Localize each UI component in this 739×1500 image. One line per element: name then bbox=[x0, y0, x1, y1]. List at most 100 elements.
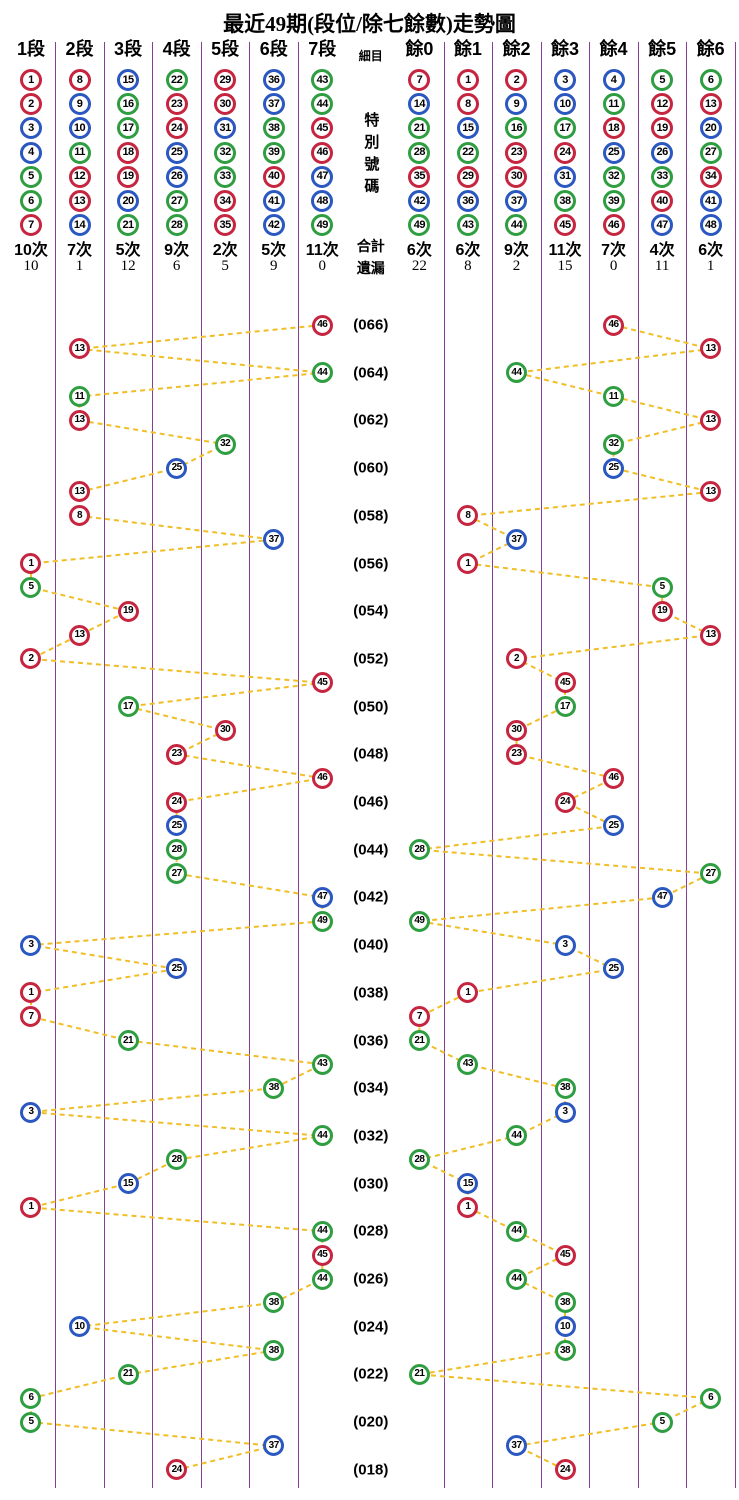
legend-ball-41: 41 bbox=[262, 190, 285, 212]
column-separator-line bbox=[443, 42, 445, 1488]
ball-number: 1 bbox=[465, 73, 471, 86]
ball-number: 13 bbox=[705, 485, 717, 497]
ball-number: 46 bbox=[608, 772, 620, 784]
legend-ball-25: 25 bbox=[602, 141, 625, 164]
ball-number: 17 bbox=[559, 700, 571, 712]
ball-number: 28 bbox=[413, 146, 426, 159]
column-count: 5次 bbox=[261, 242, 287, 259]
ball-number: 25 bbox=[608, 819, 620, 831]
period-label: (050) bbox=[353, 698, 389, 716]
legend-ball-29: 29 bbox=[214, 69, 237, 91]
period-label: (062) bbox=[353, 411, 389, 429]
ball-number: 39 bbox=[607, 194, 620, 207]
draw-ball-section-44: 44 bbox=[311, 1268, 333, 1290]
legend-ball-30: 30 bbox=[214, 93, 237, 116]
legend-ball-23: 23 bbox=[165, 93, 188, 116]
ball-number: 28 bbox=[414, 1153, 425, 1165]
draw-ball-section-1: 1 bbox=[20, 1196, 42, 1218]
draw-ball-remainder-5: 5 bbox=[651, 1411, 673, 1433]
draw-ball-remainder-25: 25 bbox=[603, 815, 625, 837]
draw-ball-remainder-44: 44 bbox=[505, 1268, 527, 1290]
column-separator-line bbox=[152, 42, 154, 1488]
column-header: 7段 bbox=[308, 39, 337, 59]
draw-ball-section-13: 13 bbox=[69, 481, 91, 503]
column-miss-value: 10 bbox=[23, 258, 39, 274]
legend-ball-48: 48 bbox=[699, 214, 722, 237]
draw-ball-section-8: 8 bbox=[69, 505, 91, 527]
legend-ball-46: 46 bbox=[602, 214, 625, 237]
legend-ball-32: 32 bbox=[602, 165, 625, 188]
ball-number: 27 bbox=[171, 194, 183, 207]
draw-ball-remainder-1: 1 bbox=[457, 553, 479, 574]
ball-number: 4 bbox=[28, 146, 34, 159]
ball-number: 24 bbox=[559, 1463, 571, 1475]
ball-number: 36 bbox=[462, 194, 474, 207]
ball-number: 37 bbox=[268, 97, 280, 110]
draw-ball-remainder-1: 1 bbox=[457, 1196, 479, 1218]
period-label: (036) bbox=[353, 1032, 389, 1049]
legend-ball-40: 40 bbox=[262, 165, 285, 188]
ball-number: 13 bbox=[74, 629, 85, 641]
legend-ball-9: 9 bbox=[68, 93, 91, 116]
ball-number: 19 bbox=[123, 605, 134, 617]
ball-number: 1 bbox=[28, 557, 34, 569]
ball-number: 44 bbox=[317, 366, 328, 378]
column-separator-line bbox=[637, 42, 639, 1488]
legend-ball-16: 16 bbox=[505, 117, 528, 140]
draw-ball-remainder-11: 11 bbox=[603, 386, 625, 408]
draw-ball-section-49: 49 bbox=[311, 910, 333, 932]
ball-number: 47 bbox=[656, 218, 669, 231]
ball-number: 15 bbox=[462, 121, 474, 134]
draw-ball-section-17: 17 bbox=[117, 696, 139, 718]
ball-number: 23 bbox=[171, 97, 183, 110]
ball-number: 7 bbox=[28, 1010, 34, 1022]
draw-ball-section-28: 28 bbox=[166, 1149, 188, 1171]
ball-number: 6 bbox=[28, 1392, 34, 1404]
column-miss-value: 11 bbox=[654, 258, 670, 274]
legend-ball-3: 3 bbox=[19, 117, 42, 140]
legend-ball-42: 42 bbox=[262, 214, 285, 237]
draw-ball-section-38: 38 bbox=[263, 1077, 285, 1099]
ball-number: 29 bbox=[219, 73, 232, 86]
draw-ball-remainder-45: 45 bbox=[554, 672, 576, 694]
legend-ball-17: 17 bbox=[117, 117, 140, 140]
period-label: (060) bbox=[353, 459, 389, 477]
draw-ball-section-44: 44 bbox=[311, 1125, 333, 1147]
legend-ball-14: 14 bbox=[408, 93, 431, 116]
draw-ball-section-13: 13 bbox=[69, 338, 91, 360]
legend-ball-26: 26 bbox=[165, 165, 188, 188]
ball-number: 39 bbox=[268, 146, 280, 159]
ball-number: 25 bbox=[608, 462, 620, 474]
ball-number: 17 bbox=[123, 700, 134, 712]
draw-ball-remainder-30: 30 bbox=[505, 719, 527, 741]
column-count: 7次 bbox=[601, 242, 627, 259]
column-miss-value: 0 bbox=[318, 258, 327, 274]
legend-ball-5: 5 bbox=[19, 165, 42, 188]
draw-ball-section-25: 25 bbox=[166, 457, 188, 479]
column-miss-value: 8 bbox=[464, 258, 472, 274]
draw-ball-section-21: 21 bbox=[117, 1030, 139, 1051]
period-label: (046) bbox=[353, 793, 389, 811]
ball-number: 44 bbox=[510, 218, 523, 231]
ball-number: 49 bbox=[414, 915, 425, 927]
ball-number: 3 bbox=[28, 121, 34, 134]
ball-number: 7 bbox=[416, 73, 423, 86]
draw-ball-remainder-8: 8 bbox=[457, 505, 479, 527]
column-count: 10次 bbox=[14, 242, 48, 259]
draw-ball-section-43: 43 bbox=[311, 1053, 333, 1075]
ball-number: 43 bbox=[316, 73, 329, 86]
ball-number: 30 bbox=[219, 97, 232, 110]
legend-ball-49: 49 bbox=[408, 214, 431, 237]
legend-ball-37: 37 bbox=[505, 190, 528, 212]
legend-ball-20: 20 bbox=[117, 190, 140, 212]
draw-ball-remainder-13: 13 bbox=[700, 624, 722, 646]
ball-number: 7 bbox=[28, 218, 34, 231]
ball-number: 2 bbox=[513, 73, 520, 86]
legend-ball-10: 10 bbox=[68, 117, 91, 140]
legend-ball-29: 29 bbox=[456, 165, 479, 188]
ball-number: 28 bbox=[171, 1153, 183, 1165]
ball-number: 9 bbox=[76, 97, 83, 110]
draw-ball-section-44: 44 bbox=[311, 362, 333, 384]
legend-ball-2: 2 bbox=[505, 69, 528, 91]
